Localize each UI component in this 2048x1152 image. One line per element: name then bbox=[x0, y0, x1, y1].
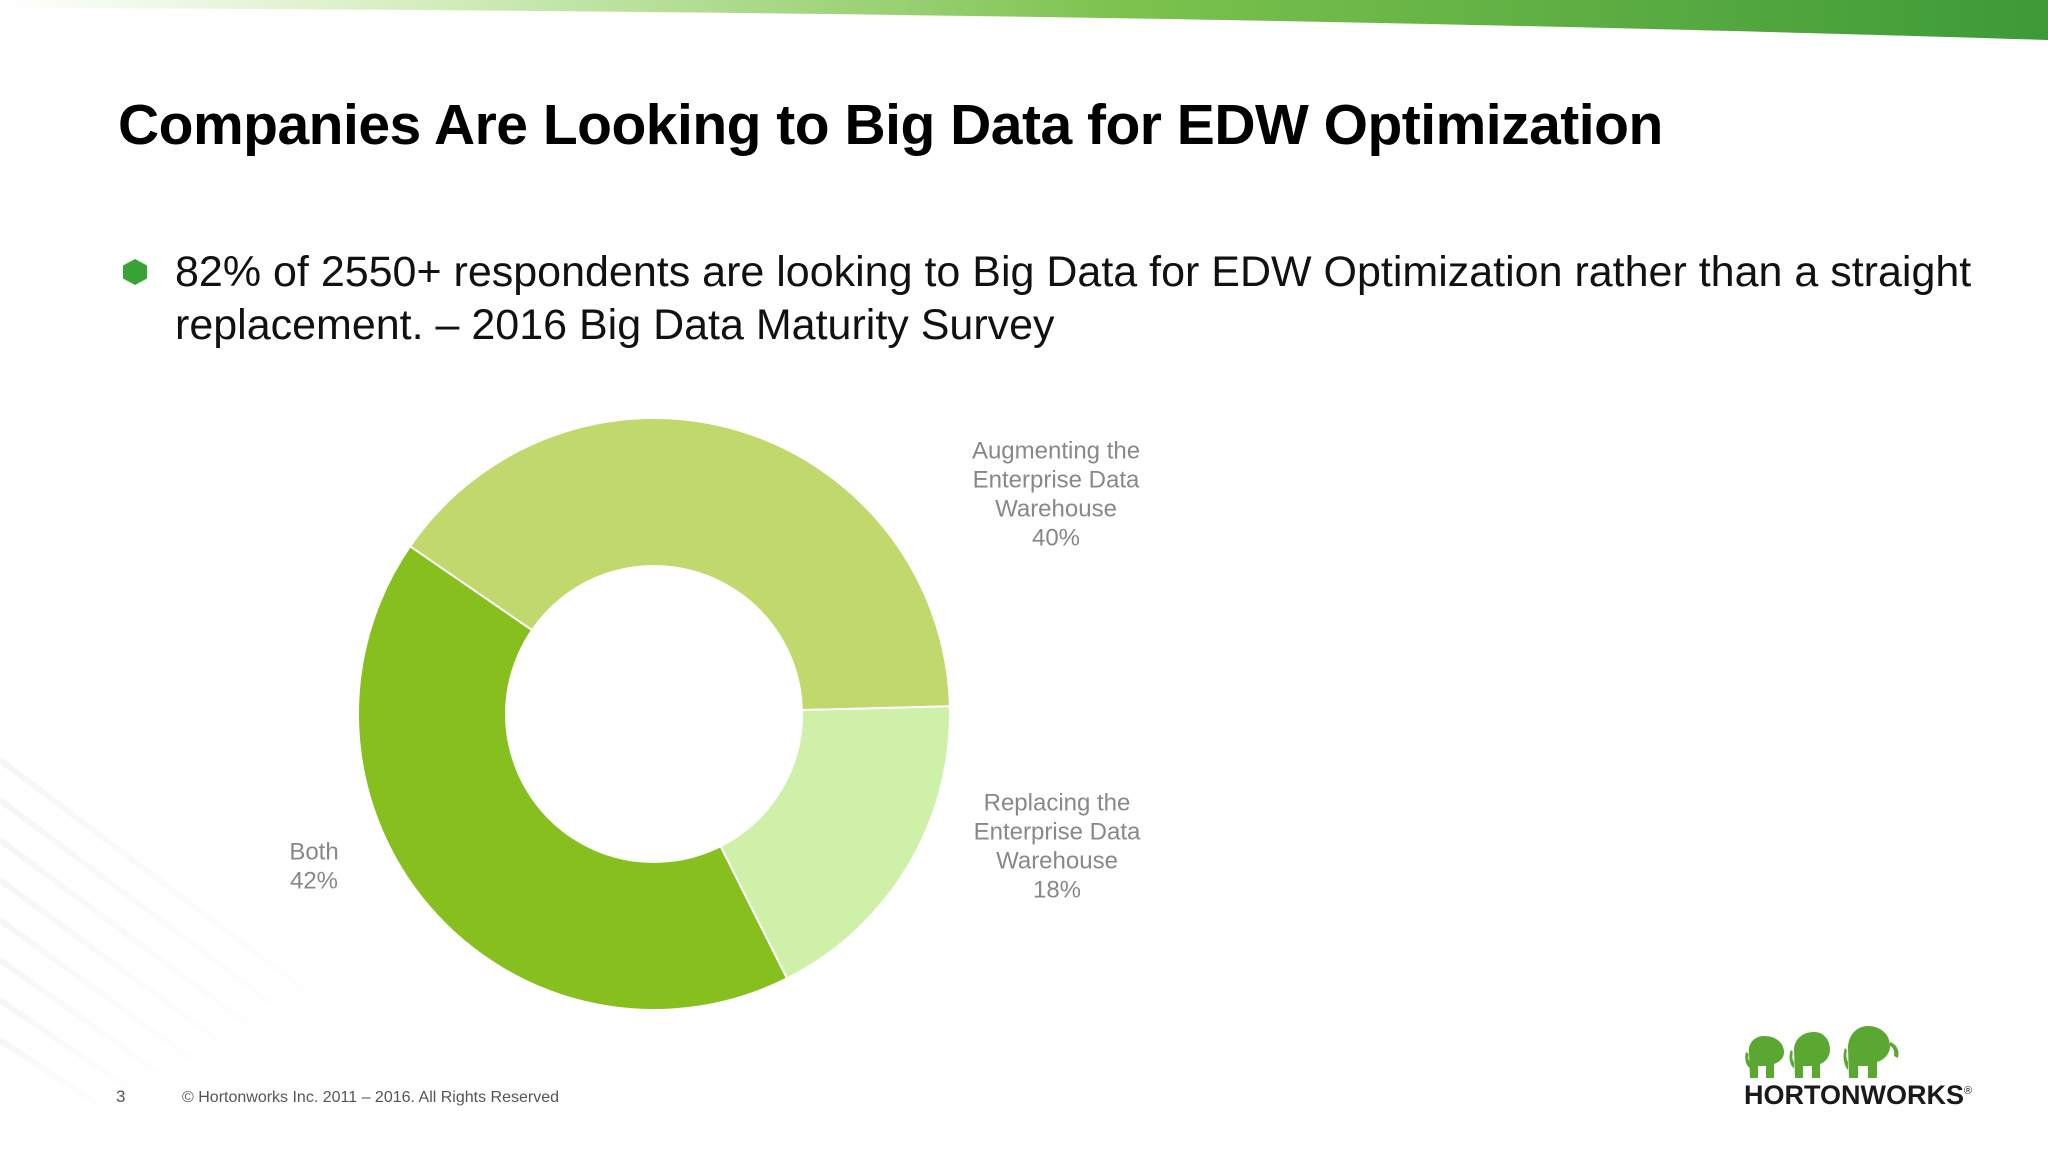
slice-label-1: Replacing the Enterprise Data Warehouse 18% bbox=[974, 790, 1141, 904]
logo-wordmark-text: HORTONWORKS bbox=[1744, 1080, 1964, 1110]
donut-slices bbox=[357, 417, 951, 1011]
slice-percent-label: 42% bbox=[290, 868, 338, 895]
top-accent-bar bbox=[0, 0, 2048, 40]
slice-category-label: Both bbox=[289, 839, 338, 866]
donut-slice-2 bbox=[357, 544, 789, 1011]
logo-wordmark: HORTONWORKS® bbox=[1744, 1080, 1972, 1111]
hortonworks-elephants-logo bbox=[1745, 1026, 1899, 1078]
slice-percent-label: 18% bbox=[1033, 877, 1081, 904]
donut-slice-0 bbox=[408, 417, 951, 712]
slide-title: Companies Are Looking to Big Data for ED… bbox=[118, 93, 1663, 157]
slice-label-0: Augmenting the Enterprise Data Warehouse 40… bbox=[972, 438, 1140, 552]
slice-category-label: Enterprise Data bbox=[973, 467, 1140, 494]
copyright-text: © Hortonworks Inc. 2011 – 2016. All Righ… bbox=[182, 1089, 560, 1106]
donut-slice-1 bbox=[719, 705, 951, 980]
page-number: 3 bbox=[116, 1087, 126, 1106]
slice-category-label: Warehouse bbox=[996, 848, 1118, 875]
donut-labels: Augmenting the Enterprise Data Warehouse 40… bbox=[289, 438, 1141, 904]
slice-category-label: Warehouse bbox=[995, 496, 1117, 523]
slice-category-label: Enterprise Data bbox=[974, 819, 1141, 846]
slice-percent-label: 40% bbox=[1032, 525, 1080, 552]
slice-label-2: Both 42% bbox=[289, 839, 338, 895]
bullet-text: 82% of 2550+ respondents are looking to … bbox=[175, 248, 1972, 349]
hexagon-bullet-icon bbox=[123, 259, 147, 285]
slice-category-label: Augmenting the bbox=[972, 438, 1140, 465]
registered-mark: ® bbox=[1964, 1085, 1973, 1097]
slice-category-label: Replacing the bbox=[984, 790, 1131, 817]
